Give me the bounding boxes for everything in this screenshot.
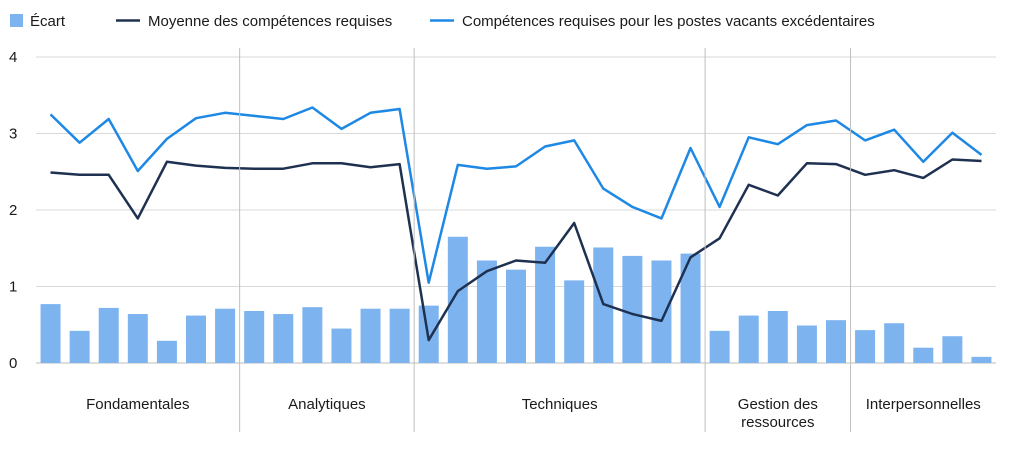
bar — [564, 280, 585, 363]
bar — [69, 330, 90, 363]
x-axis-groups: Fondamentales Analytiques Techniques Gestio… — [86, 48, 981, 432]
bar — [738, 315, 759, 363]
legend-label: Moyenne des compétences requises — [148, 13, 392, 30]
legend-label: Écart — [30, 13, 66, 30]
bar — [942, 336, 963, 363]
bar — [651, 260, 672, 363]
bar — [244, 310, 265, 363]
bar — [535, 246, 556, 363]
bar — [826, 320, 846, 363]
bar — [796, 325, 817, 363]
bar — [40, 304, 61, 363]
bar — [971, 356, 992, 363]
bar — [709, 330, 730, 363]
bar — [622, 255, 643, 363]
bar-series — [40, 236, 992, 363]
y-tick-label: 1 — [9, 279, 17, 296]
group-label: ressources — [741, 414, 814, 431]
bar — [680, 253, 701, 363]
group-label: Techniques — [522, 396, 598, 413]
group-label: Gestion des — [738, 396, 818, 413]
legend-swatch-bar — [10, 14, 23, 27]
legend-label: Compétences requises pour les postes vac… — [462, 13, 875, 30]
bar — [186, 315, 206, 363]
bar — [855, 330, 876, 363]
group-label: Analytiques — [288, 396, 366, 413]
bar — [302, 307, 323, 363]
bar — [913, 347, 934, 363]
group-label: Fondamentales — [86, 396, 189, 413]
y-axis: 0 1 2 3 4 — [9, 49, 17, 372]
average-required-skills-line — [50, 158, 982, 342]
bar — [884, 323, 905, 363]
group-label: Interpersonnelles — [866, 396, 981, 413]
bar — [331, 328, 352, 363]
bar — [476, 260, 497, 363]
line-series — [49, 106, 983, 342]
bar — [156, 340, 177, 363]
vacancy-required-skills-line — [49, 106, 983, 284]
y-tick-label: 2 — [9, 202, 17, 219]
y-tick-label: 3 — [9, 126, 17, 143]
bar — [506, 269, 526, 363]
bar — [127, 314, 148, 363]
y-tick-label: 4 — [9, 49, 17, 66]
legend: Écart Moyenne des compétences requises Com… — [10, 13, 875, 30]
bar — [360, 308, 381, 363]
bar — [215, 308, 236, 363]
y-tick-label: 0 — [9, 355, 17, 372]
bar — [767, 310, 788, 363]
bar — [389, 308, 410, 363]
bar — [447, 236, 468, 363]
bar — [98, 307, 119, 363]
bar — [273, 314, 294, 363]
